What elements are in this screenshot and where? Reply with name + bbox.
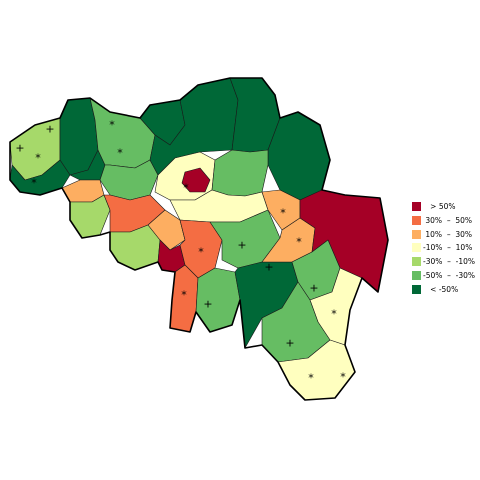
legend-item: > 50% [412, 200, 480, 213]
marker: + [309, 282, 318, 295]
legend-swatch [412, 284, 421, 294]
marker: * [308, 372, 314, 385]
legend-swatch [412, 270, 421, 280]
marker: * [331, 308, 337, 321]
legend-swatch [412, 257, 421, 267]
legend-label: < -50% [423, 284, 459, 294]
legend-label: 30% – 50% [423, 215, 473, 225]
legend-item: < -50% [412, 283, 480, 296]
marker: + [264, 261, 273, 274]
marker: + [203, 298, 212, 311]
marker: * [35, 152, 41, 165]
marker: * [109, 119, 115, 132]
marker: * [198, 246, 204, 259]
legend-label: > 50% [423, 202, 456, 211]
legend-label: -10% – 10% [423, 243, 473, 253]
marker: * [117, 147, 123, 160]
region-brussels [181, 167, 211, 193]
legend-item: -50% – -30% [412, 269, 480, 282]
legend-label: 10% – 30% [423, 229, 473, 239]
legend-item: 30% – 50% [412, 214, 480, 227]
marker: + [45, 123, 54, 136]
region-east-flanders-s [99, 159, 159, 201]
legend-item: -30% – -10% [412, 255, 480, 268]
legend-label: -50% – -30% [423, 270, 476, 280]
marker: * [183, 182, 189, 195]
marker: + [15, 142, 24, 155]
legend-swatch [412, 202, 421, 211]
marker: * [296, 236, 302, 249]
legend-label: -30% – -10% [423, 257, 476, 267]
marker: + [237, 239, 246, 252]
marker: + [285, 337, 294, 350]
legend-swatch [412, 229, 421, 239]
legend-item: -10% – 10% [412, 241, 480, 254]
legend-swatch [412, 243, 421, 253]
marker: * [181, 289, 187, 302]
legend: > 50% 30% – 50% 10% – 30% -10% – 10% -30… [412, 200, 480, 297]
marker: * [280, 207, 286, 220]
marker: * [31, 177, 37, 190]
legend-swatch [412, 215, 421, 225]
legend-item: 10% – 30% [412, 228, 480, 241]
country-outline [9, 77, 389, 401]
marker: * [340, 371, 346, 384]
region-leuven [211, 149, 269, 197]
